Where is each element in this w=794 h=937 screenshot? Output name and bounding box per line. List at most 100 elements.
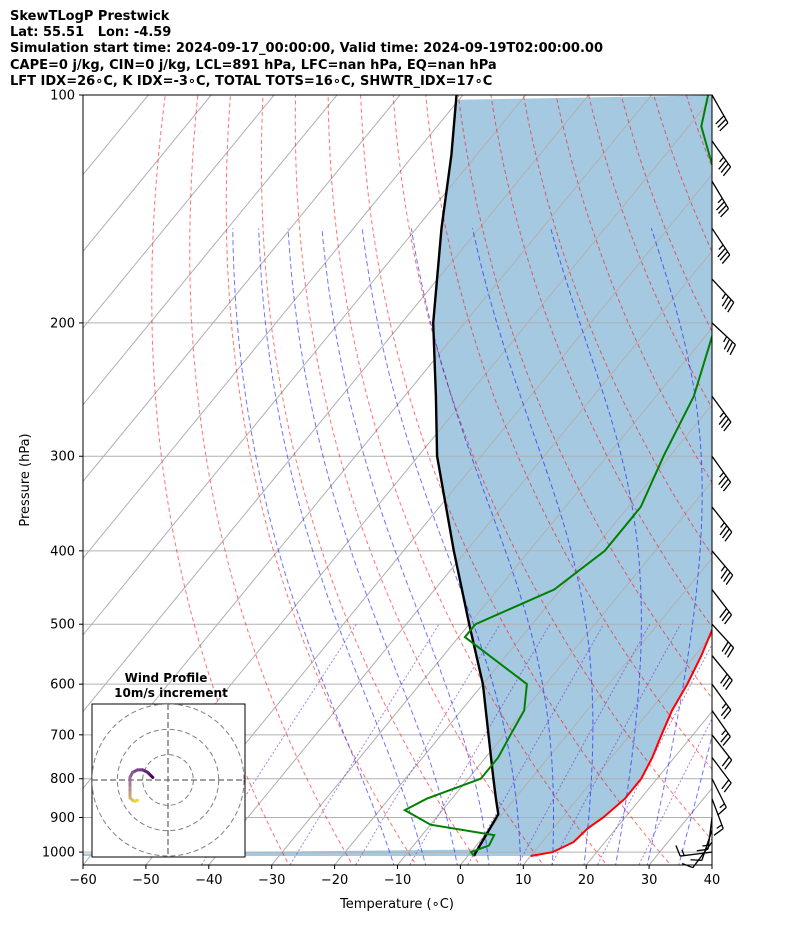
- isotherm-gridline: [83, 95, 212, 253]
- wind-barb-shaft: [711, 180, 730, 210]
- wind-barb-flag: [715, 201, 725, 211]
- wind-barb-flag: [727, 302, 735, 313]
- y-tick-label: 500: [50, 618, 75, 633]
- wind-barb-flag: [721, 756, 730, 767]
- moist-adiabat: [410, 228, 554, 865]
- x-tick-label: −40: [195, 873, 222, 888]
- isotherm-gridline: [83, 95, 275, 329]
- wind-barb-half-flag: [721, 729, 727, 736]
- wind-barb-shaft: [711, 710, 731, 738]
- isotherm-gridline: [83, 95, 401, 483]
- wind-barb-half-flag: [721, 293, 727, 300]
- wind-barb-half-flag: [719, 411, 725, 418]
- hodograph-segment: [133, 798, 140, 803]
- x-tick-label: −20: [321, 873, 348, 888]
- wind-barb-half-flag: [681, 849, 685, 856]
- y-tick-label: 300: [50, 450, 75, 465]
- x-tick-label: 0: [456, 873, 464, 888]
- wind-barb: [711, 683, 732, 720]
- wind-barb-flag: [719, 251, 729, 261]
- isotherm-gridline: [775, 95, 794, 865]
- header-line1: SkewTLogP Prestwick: [10, 9, 170, 24]
- dry-adiabat: [713, 79, 794, 868]
- moist-adiabat: [472, 228, 594, 865]
- wind-barb-shaft: [711, 550, 734, 576]
- wind-barb-flag: [724, 759, 733, 770]
- isotherm-gridline: [83, 95, 464, 559]
- wind-barb-half-flag: [702, 844, 709, 847]
- isotherm-gridline: [83, 95, 589, 713]
- wind-barb: [711, 655, 733, 690]
- wind-barb-shaft: [680, 851, 713, 857]
- wind-barb-flag: [696, 848, 709, 852]
- x-tick-label: −60: [69, 873, 96, 888]
- wind-barb-flag: [721, 641, 729, 652]
- wind-barb-half-flag: [720, 565, 726, 572]
- wind-barb: [711, 140, 732, 177]
- mixing-ratio-line: [467, 623, 605, 865]
- wind-barb-shaft: [707, 817, 713, 850]
- wind-barb-flag: [722, 166, 732, 177]
- wind-barb-flag: [713, 828, 724, 836]
- dry-adiabat: [425, 95, 712, 770]
- wind-barb-shaft: [711, 655, 733, 681]
- wind-barb-flag: [717, 118, 727, 128]
- wind-barb-half-flag: [719, 803, 725, 809]
- x-tick-label: 10: [515, 873, 532, 888]
- wind-barb: [711, 757, 732, 793]
- wind-barb: [696, 817, 713, 852]
- y-axis-label: Pressure (hPa): [18, 433, 33, 526]
- wind-barb-flag: [723, 782, 732, 793]
- wind-barb-shaft: [711, 395, 732, 423]
- wind-barb-flag: [720, 732, 729, 743]
- wind-barb-flag: [718, 415, 727, 425]
- mixing-ratio-line: [355, 623, 501, 865]
- wind-barb: [711, 180, 730, 218]
- wind-barb-shaft: [711, 322, 736, 346]
- wind-barb-flag: [718, 160, 727, 170]
- wind-barb-half-flag: [723, 336, 728, 343]
- isotherm-gridline: [460, 557, 712, 865]
- wind-barb: [711, 589, 733, 625]
- isotherm-gridline: [711, 864, 712, 865]
- temperature-profile-line: [530, 627, 712, 857]
- wind-barb: [711, 778, 727, 816]
- mixing-ratio-line: [289, 623, 440, 865]
- wind-barb-flag: [675, 845, 681, 857]
- wind-barb-shaft: [711, 94, 729, 124]
- moist-adiabat: [232, 228, 395, 865]
- wind-barb-flag: [721, 296, 729, 307]
- wind-barb-flag: [721, 611, 730, 622]
- inset-title: Wind Profile: [125, 671, 208, 685]
- wind-barb: [711, 395, 732, 432]
- isotherm-gridline: [208, 250, 712, 865]
- wind-barb-shaft: [711, 455, 732, 483]
- wind-barb: [711, 455, 732, 492]
- header-line3: Simulation start time: 2024-09-17_00:00:…: [10, 41, 603, 57]
- x-tick-label: −50: [132, 873, 159, 888]
- dry-adiabat: [745, 79, 794, 868]
- wind-barb-flag: [719, 525, 728, 536]
- x-tick-label: 40: [704, 873, 721, 888]
- wind-barb-flag: [717, 806, 727, 816]
- wind-barb-half-flag: [719, 156, 725, 163]
- parcel-profile-line: [431, 95, 500, 857]
- dry-adiabat: [225, 95, 417, 865]
- wind-barb-shaft: [711, 798, 724, 829]
- x-tick-label: −10: [384, 873, 411, 888]
- wind-barb-flag: [720, 163, 729, 173]
- y-tick-label: 200: [50, 316, 75, 331]
- wind-barb-flag: [723, 338, 731, 350]
- wind-barb-flag: [725, 574, 734, 586]
- moist-adiabat: [321, 228, 490, 865]
- moist-adiabat: [258, 228, 427, 865]
- wind-barb-half-flag: [719, 472, 725, 478]
- wind-barb-flag: [724, 644, 732, 655]
- wind-barb-half-flag: [717, 197, 723, 204]
- wind-barb-flag: [729, 344, 737, 356]
- wind-barb-flag: [719, 608, 728, 619]
- wind-barb-shaft: [711, 778, 727, 808]
- wind-barb-flag: [721, 779, 730, 790]
- wind-barb-flag: [725, 679, 733, 690]
- isotherm-gridline: [585, 710, 712, 865]
